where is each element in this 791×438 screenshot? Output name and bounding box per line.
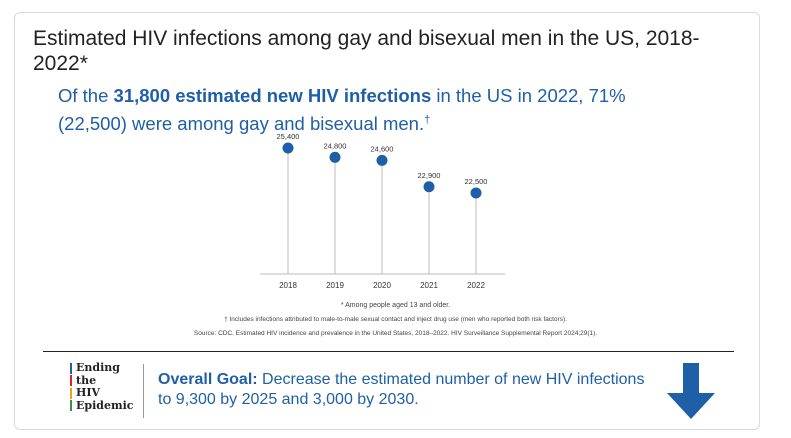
logo-bar-green [70, 400, 72, 412]
x-tick-2021: 2021 [420, 281, 438, 290]
point-2022 [470, 187, 482, 199]
point-2019 [329, 151, 341, 163]
headline-dagger: † [424, 114, 431, 126]
note-source: Source: CDC. Estimated HIV incidence and… [193, 330, 598, 337]
logo-line-2: the [76, 373, 97, 387]
point-2021 [423, 181, 435, 193]
overall-goal: Overall Goal: Decrease the estimated num… [158, 370, 658, 410]
data-label-2021: 22,900 [418, 171, 441, 180]
headline-suffix: in the US in 2022, 71% (22,500) were amo… [58, 85, 626, 135]
logo-bar-yellow [70, 387, 72, 399]
goal-text: Decrease the estimated number of new HIV… [158, 371, 645, 408]
page-title: Estimated HIV infections among gay and b… [33, 27, 700, 75]
x-tick-2022: 2022 [467, 281, 485, 290]
logo-line-4: Epidemic [76, 398, 134, 412]
data-label-2022: 22,500 [465, 177, 488, 186]
point-2020 [376, 154, 388, 166]
data-label-2020: 24,600 [371, 144, 394, 153]
headline: Of the 31,800 estimated new HIV infectio… [58, 84, 698, 136]
logo-bar-blue [70, 362, 72, 374]
headline-prefix: Of the [58, 85, 114, 106]
data-label-2018: 25,400 [277, 132, 300, 141]
infographic-card [14, 12, 760, 430]
point-2018 [282, 142, 294, 154]
headline-bold: 31,800 estimated new HIV infections [113, 85, 432, 106]
logo-line-3: HIV [76, 386, 101, 400]
ending-hiv-epidemic-logo: Ending the HIV Epidemic [70, 362, 150, 412]
arrow-down-icon [667, 363, 715, 419]
x-tick-2018: 2018 [279, 281, 297, 290]
data-label-2019: 24,800 [324, 141, 347, 150]
note-age: * Among people aged 13 and older. [340, 302, 451, 309]
x-tick-2019: 2019 [326, 281, 344, 290]
infections-chart: 25,400 2018 24,800 2019 24,600 2020 22,900 2021… [260, 132, 505, 290]
x-tick-2020: 2020 [373, 281, 391, 290]
note-dagger: † Includes infections attributed to male… [224, 316, 567, 323]
goal-label: Overall Goal: [158, 371, 258, 388]
logo-separator [143, 364, 144, 418]
divider [43, 351, 734, 352]
logo-line-1: Ending [76, 361, 120, 375]
logo-bar-red [70, 375, 72, 387]
